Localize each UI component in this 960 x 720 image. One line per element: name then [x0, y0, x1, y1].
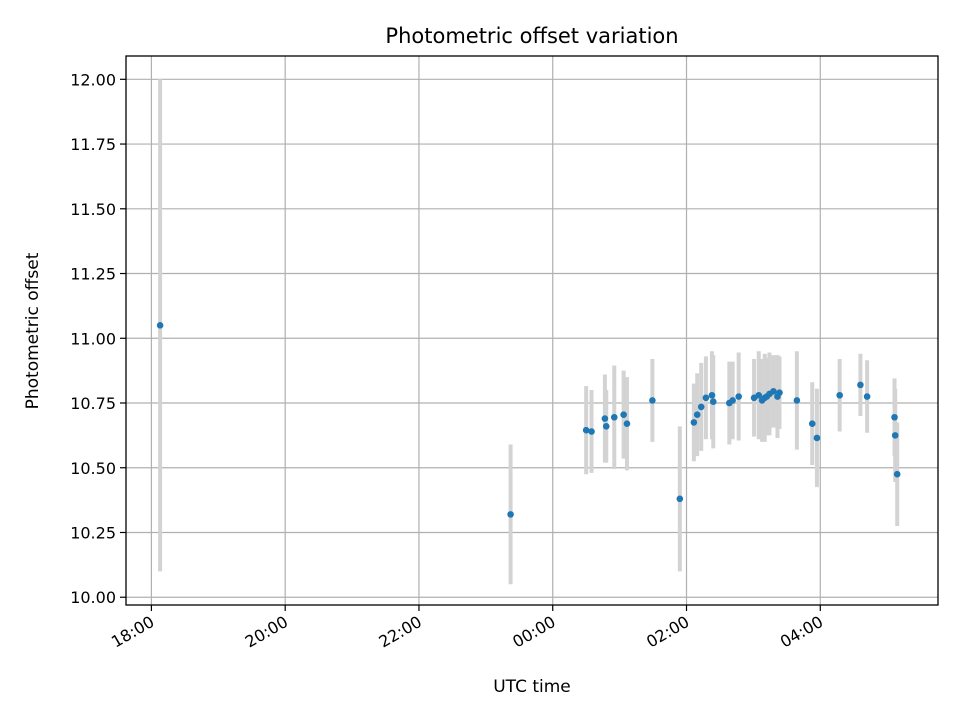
y-axis-ticks: 10.00 10.25 10.50 10.75 11.00 11.25 11.50 11.75… — [70, 70, 126, 607]
y-tick-label-8: 12.00 — [70, 70, 116, 89]
data-point-8 — [623, 420, 631, 428]
data-point-26 — [770, 388, 777, 395]
data-point-12 — [693, 411, 701, 418]
data-point-10 — [676, 495, 684, 503]
data-point-3 — [588, 428, 595, 435]
data-point-36 — [891, 432, 899, 439]
y-tick-label-5: 11.25 — [70, 265, 116, 284]
data-point-33 — [857, 381, 864, 389]
y-tick-label-4: 11.00 — [70, 329, 116, 348]
data-point-35 — [891, 413, 898, 421]
plot-frame — [125, 55, 939, 606]
y-tick-label-1: 10.25 — [70, 523, 116, 542]
data-point-28 — [776, 389, 783, 396]
data-point-2 — [582, 426, 590, 434]
y-tick-label-0: 10.00 — [70, 588, 116, 607]
data-point-11 — [690, 419, 698, 426]
data-point-31 — [813, 434, 821, 442]
x-axis-label: UTC time — [493, 677, 571, 697]
data-point-13 — [697, 403, 705, 411]
data-point-7 — [620, 411, 627, 418]
y-axis-label: Photometric offset — [23, 252, 43, 409]
data-points — [156, 322, 901, 518]
data-point-18 — [729, 397, 736, 404]
grid-lines — [126, 56, 938, 605]
data-point-15 — [708, 391, 716, 399]
y-tick-label-2: 10.50 — [70, 459, 116, 478]
data-point-37 — [893, 470, 901, 478]
data-point-0 — [156, 322, 164, 329]
data-point-1 — [507, 511, 514, 518]
y-tick-label-6: 11.50 — [70, 200, 116, 219]
y-tick-label-3: 10.75 — [70, 394, 116, 413]
data-point-29 — [793, 397, 801, 404]
data-point-4 — [601, 415, 609, 422]
data-point-9 — [649, 397, 656, 404]
data-point-14 — [702, 394, 710, 402]
data-point-5 — [602, 423, 610, 430]
data-point-21 — [755, 391, 763, 399]
data-point-6 — [610, 413, 618, 421]
data-point-34 — [863, 393, 871, 400]
data-point-32 — [836, 391, 843, 399]
y-tick-label-7: 11.75 — [70, 135, 116, 154]
data-point-19 — [735, 393, 742, 400]
data-point-30 — [808, 420, 816, 428]
chart-title: Photometric offset variation — [385, 24, 678, 48]
data-point-16 — [709, 398, 717, 406]
